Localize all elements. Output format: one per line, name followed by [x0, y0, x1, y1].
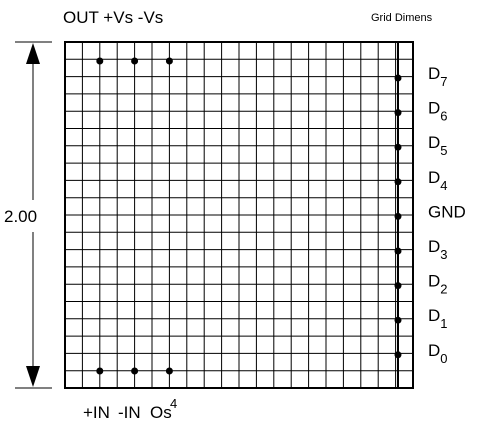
pin-dot	[96, 367, 104, 375]
pin-label: D7	[428, 64, 448, 89]
bottom-pin-label: -IN	[118, 403, 141, 422]
pin-subscript: 6	[440, 109, 447, 124]
grid	[65, 42, 413, 388]
pin-name: D	[428, 64, 440, 83]
pin-name: GND	[428, 202, 466, 221]
pin-name: D	[428, 272, 440, 291]
pin-subscript: 7	[440, 74, 447, 89]
pin-name: D	[428, 133, 440, 152]
pin-dot	[394, 247, 402, 255]
dimension-arrow	[26, 366, 40, 387]
pin-dot	[394, 109, 402, 117]
pin-dot	[394, 351, 402, 359]
bottom-pin-label: +IN	[83, 403, 110, 422]
board-outline	[64, 41, 414, 389]
pin-label: GND	[428, 202, 466, 221]
pin-label: D6	[428, 99, 448, 124]
pin-dot	[96, 57, 104, 65]
dimension-label: 2.00	[4, 207, 37, 226]
pin-dot	[394, 143, 402, 151]
pin-dot	[394, 282, 402, 290]
pin-dot	[165, 367, 173, 375]
bottom-note: 4	[170, 396, 177, 411]
corner-note: Grid Dimens	[371, 12, 433, 24]
pin-subscript: 3	[440, 247, 447, 262]
pin-name: D	[428, 168, 440, 187]
pin-name: D	[428, 99, 440, 118]
pin-label: D4	[428, 168, 448, 193]
pin-label: D3	[428, 237, 448, 262]
pin-label: D5	[428, 133, 448, 158]
pin-dot	[131, 57, 139, 65]
pin-label: D0	[428, 341, 448, 366]
pin-dot	[394, 74, 402, 82]
pin-subscript: 0	[440, 351, 447, 366]
pin-name: D	[428, 237, 440, 256]
pin-dot	[394, 212, 402, 220]
pin-dot	[394, 316, 402, 324]
pin-label: D2	[428, 272, 448, 297]
top-pin-labels: OUT +Vs -Vs	[63, 8, 163, 27]
pin-label: D1	[428, 306, 448, 331]
pin-subscript: 5	[440, 143, 447, 158]
pin-name: D	[428, 306, 440, 325]
pin-subscript: 2	[440, 282, 447, 297]
bottom-pin-label: Os	[150, 403, 172, 422]
dimension-arrow	[26, 43, 40, 64]
pin-name: D	[428, 341, 440, 360]
pin-dot	[394, 178, 402, 186]
pin-dot	[131, 367, 139, 375]
pin-dot	[165, 57, 173, 65]
pin-subscript: 1	[440, 316, 447, 331]
label-backing	[3, 204, 57, 228]
pin-subscript: 4	[440, 178, 447, 193]
